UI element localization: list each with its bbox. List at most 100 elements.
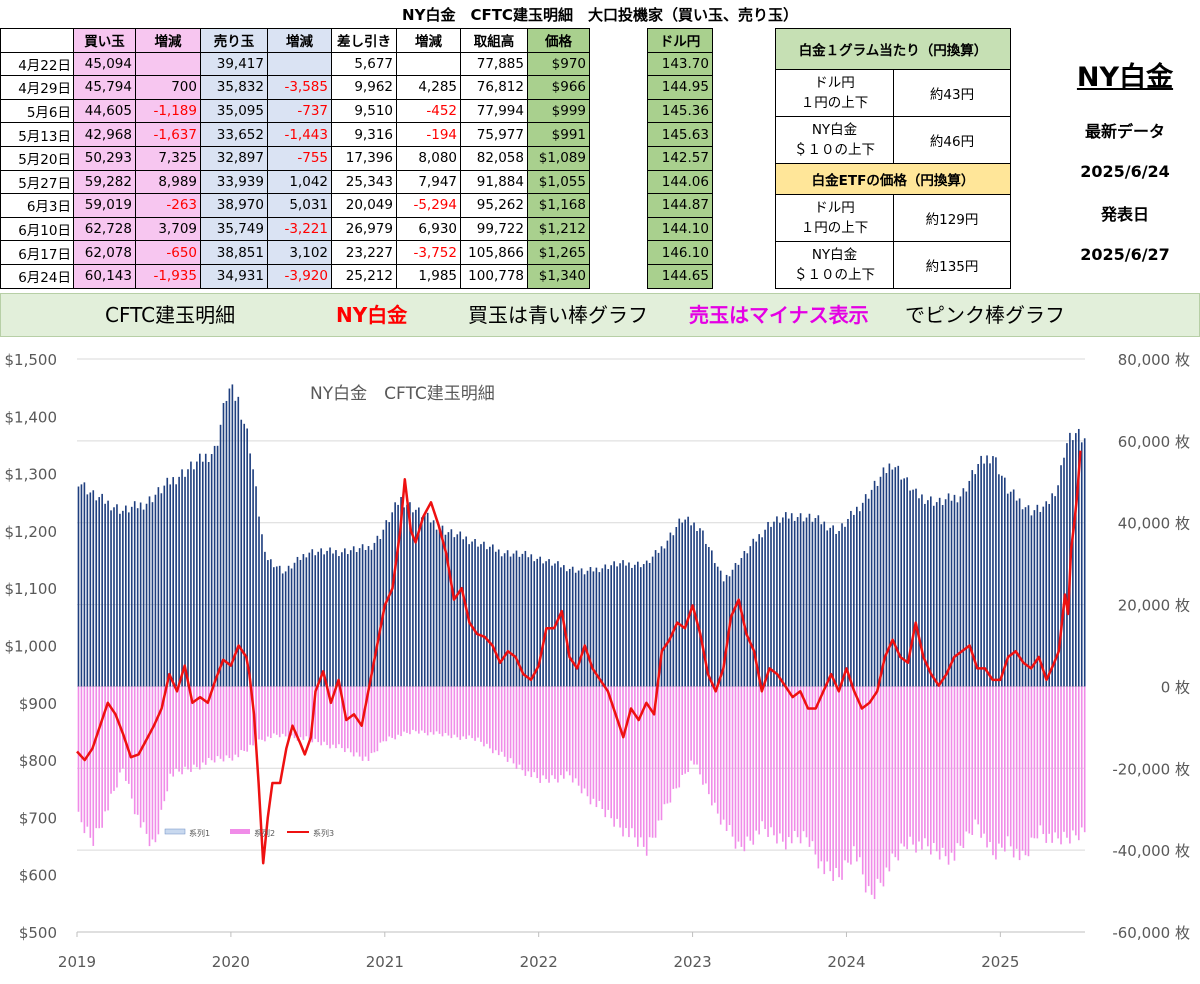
chart-banner: CFTC建玉明細 NY白金 買玉は青い棒グラフ 売玉はマイナス表示 でピンク棒グ… [0,293,1200,337]
legend-swatch-2 [230,829,250,834]
sell-bar [199,686,201,770]
buy-bar [681,522,684,687]
buy-bar [921,494,923,687]
buy-bar [968,480,971,687]
sell-bar [625,686,627,829]
sell-bar [782,686,784,842]
buy-bar [696,531,698,687]
cell-date: 4月22日 [0,51,74,77]
sell-bar [1012,686,1015,858]
sell-bar [133,686,136,815]
sell-bar [272,686,275,734]
sell-bar [616,686,618,819]
sell-bar [157,686,160,835]
buy-bar [101,493,103,687]
buy-bar [867,498,870,687]
sell-bar [598,686,601,801]
cell-buy: 44,605 [73,98,136,124]
sell-bar [829,686,832,872]
buy-bar [293,562,296,687]
buy-bar [906,477,908,687]
buy-bar [595,567,598,687]
sell-bar [684,686,686,774]
buy-bar [959,496,962,687]
cell-buy-change: 700 [135,75,201,100]
cell-gap [589,170,648,194]
sell-bar [326,686,328,746]
sell-bar [631,686,633,829]
buy-bar [551,565,553,687]
fx-value: 約43円 [893,69,1011,117]
buy-bar [770,526,772,687]
buy-bar [651,556,654,687]
cell-price: $1,212 [527,216,590,242]
buy-bar [844,526,846,687]
document-title: NY白金 CFTC建玉明細 大口投機家（買い玉、売り玉） [402,6,798,24]
buy-bar [151,502,154,687]
cell-fx: 144.10 [647,216,713,242]
buy-bar [216,445,219,687]
sell-bar [663,686,666,805]
sell-bar [403,686,405,732]
sell-bar [826,686,829,862]
sell-bar [574,686,577,779]
buy-bar [320,548,322,687]
header-buy-change: 増減 [135,28,201,53]
cell-net-change: 1,985 [396,263,461,289]
buy-bar [891,469,894,687]
buy-bar [213,445,216,687]
sell-bar [332,686,334,745]
buy-bar [243,423,246,687]
sell-bar [634,686,636,838]
buy-bar [1048,503,1051,687]
legend-label: 系列1 [189,828,210,838]
buy-bar [166,477,169,687]
buy-bar [524,550,527,687]
sell-bar [601,686,604,810]
cell-net-change [396,51,461,77]
buy-bar [790,513,793,687]
cell-net-change: 8,080 [396,145,461,171]
sell-bar [344,686,346,753]
cell-sell-change: -755 [267,145,332,171]
buy-bar [305,557,308,687]
sell-bar [536,686,539,779]
sell-bar [447,686,450,736]
buy-bar [708,547,710,687]
sell-bar [918,686,920,842]
buy-bar [879,476,882,687]
sell-bar [832,686,834,881]
cell-buy: 59,019 [73,193,136,218]
sell-bar [927,686,929,847]
cell-price: $999 [527,98,590,124]
buy-bar [986,455,988,687]
cell-gap [589,264,648,289]
sell-bar [116,686,118,788]
cell-gap [589,193,648,218]
buy-bar [586,570,589,687]
sell-bar [1060,686,1062,845]
buy-bar [767,521,769,687]
sell-bar [207,686,210,758]
sell-bar [1072,686,1074,831]
table-row: 4月22日 45,094 39,417 5,677 77,885 $970 143.70 [0,51,713,77]
sell-bar [151,686,154,840]
cell-open-interest: 99,722 [460,216,528,242]
buy-bar [542,563,544,687]
buy-bar [894,467,897,687]
cell-buy-change: -1,189 [135,98,201,124]
buy-bar [601,568,604,687]
buy-bar [675,527,678,687]
sell-bar [243,686,246,751]
sell-bar [752,686,755,845]
sell-bar [477,686,479,738]
buy-bar [98,497,101,687]
cell-buy: 59,282 [73,169,136,195]
cell-net: 25,212 [331,263,397,289]
buy-bar [755,541,758,687]
cell-price: $1,265 [527,240,590,265]
cell-price: $966 [527,75,590,100]
sell-bar [876,686,879,879]
sell-bar [1036,686,1039,839]
cell-fx: 144.87 [647,193,713,218]
